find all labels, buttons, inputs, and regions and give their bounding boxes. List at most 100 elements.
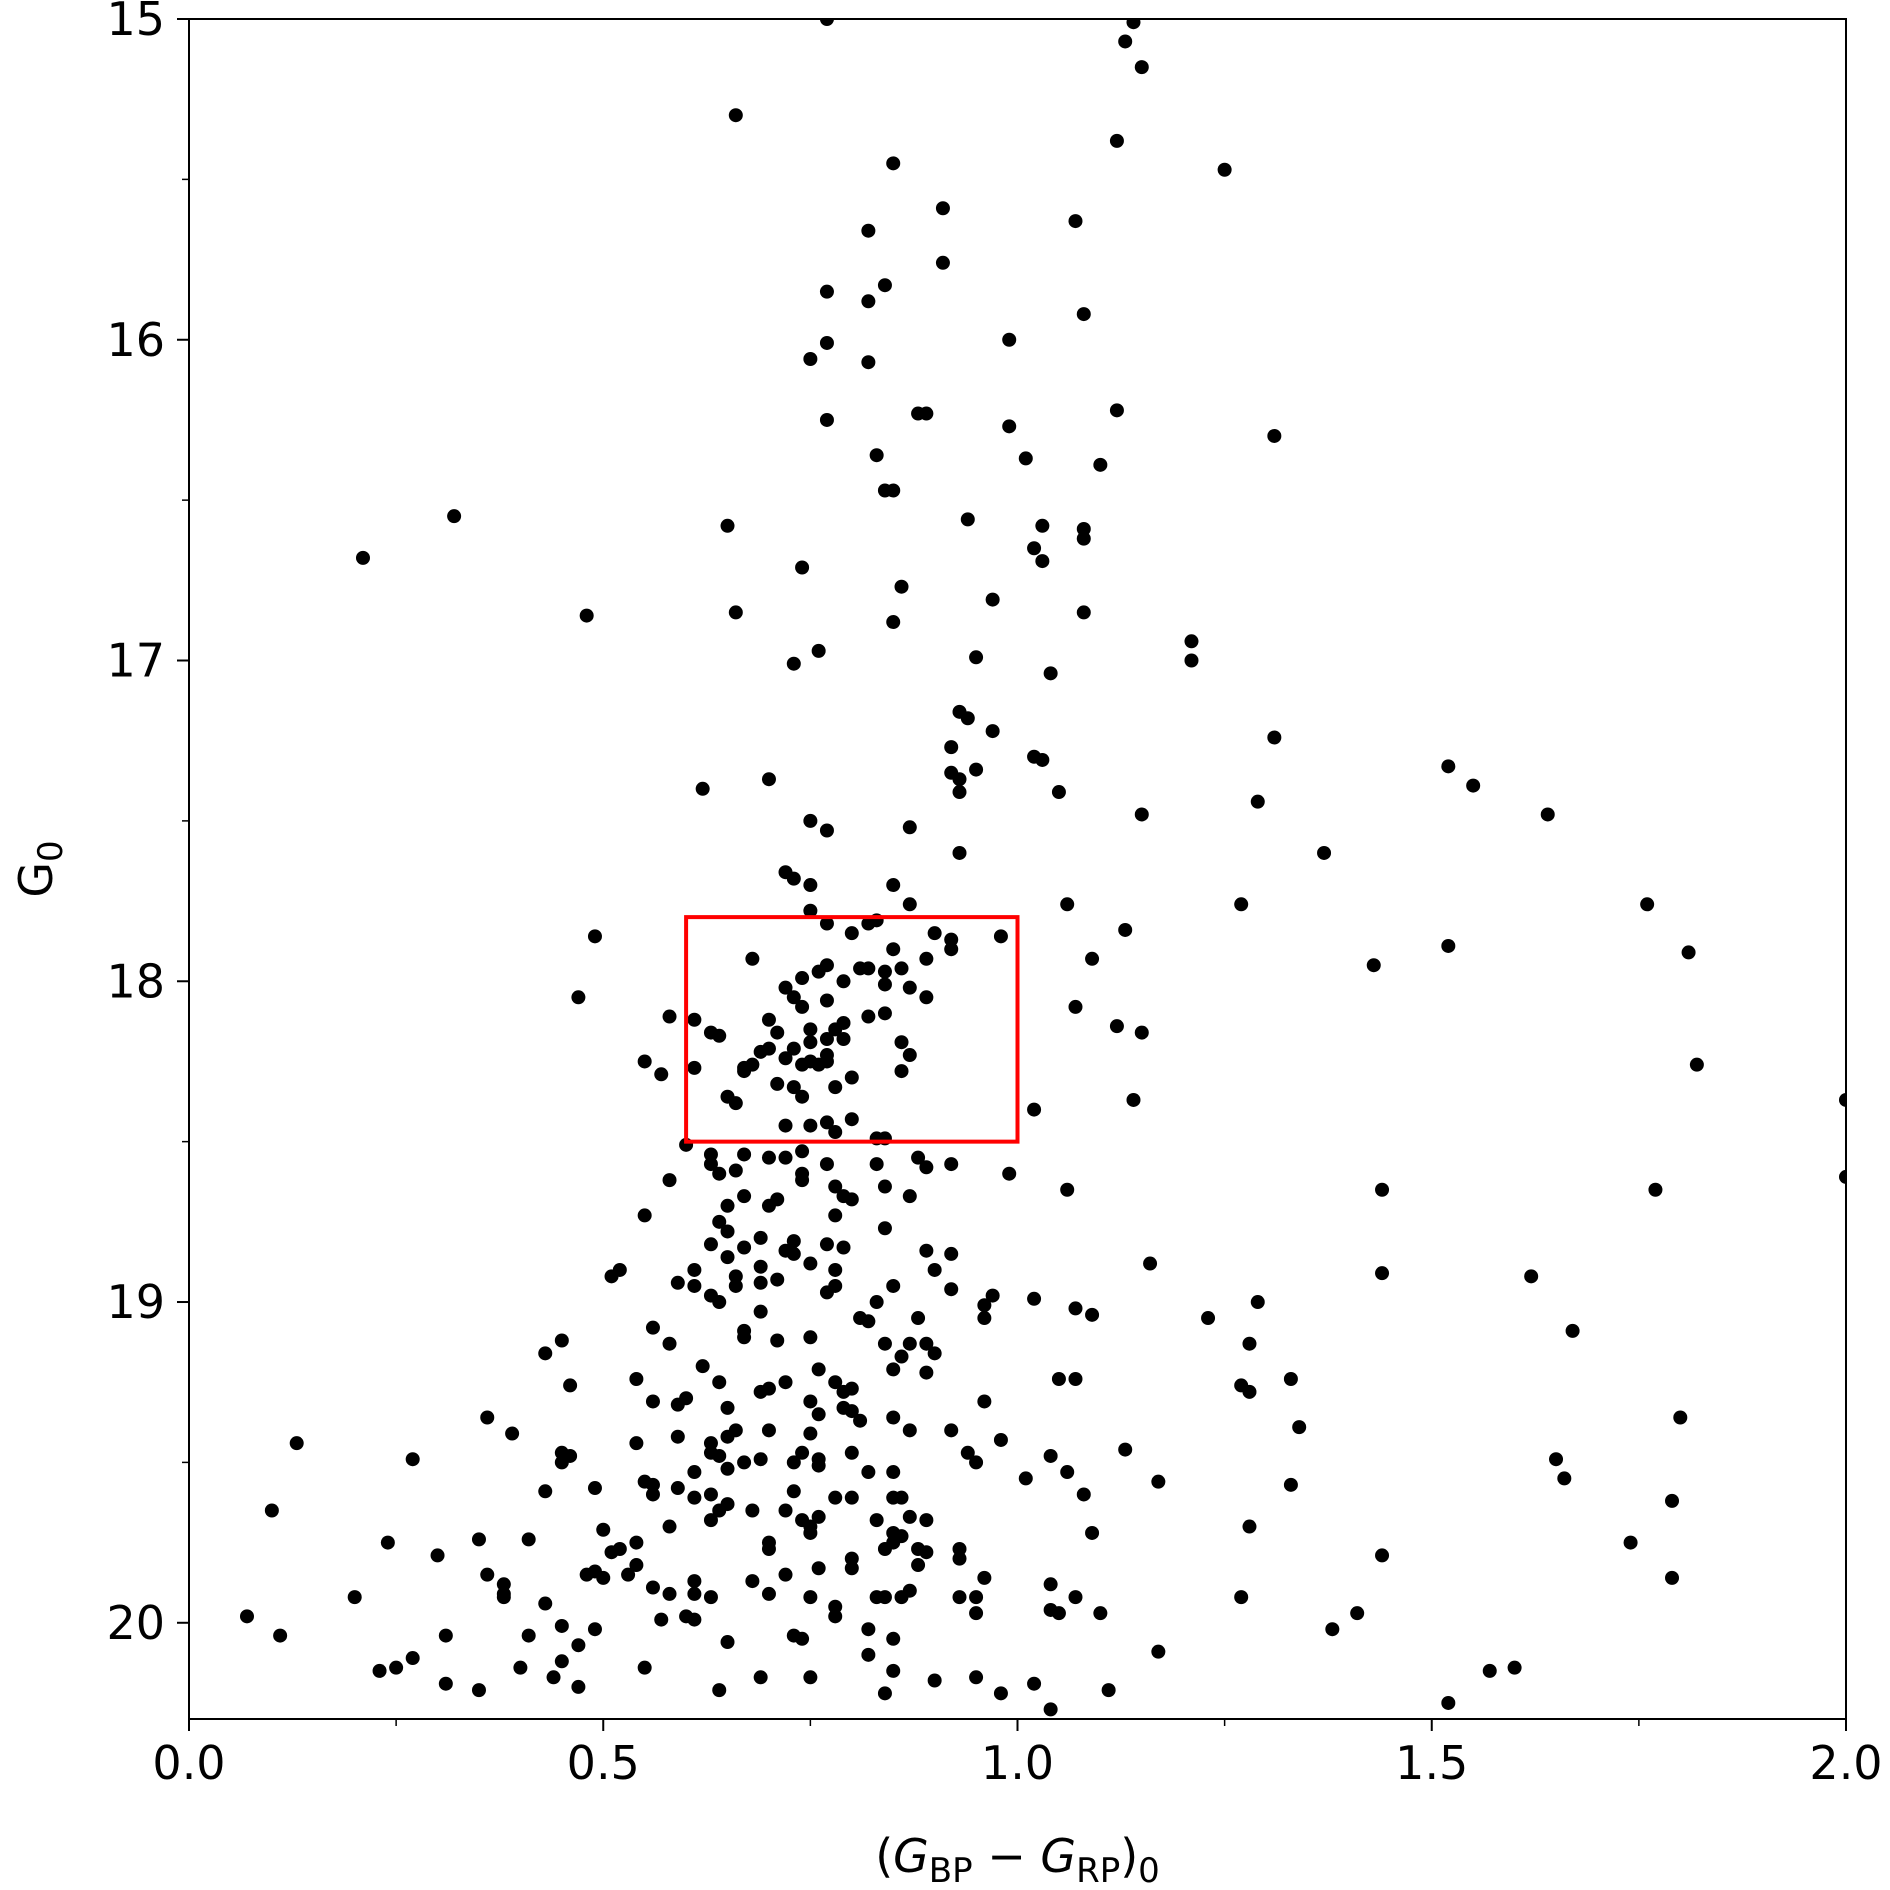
data-point (894, 1035, 909, 1050)
data-point (1151, 1474, 1166, 1489)
data-point (911, 1558, 926, 1573)
y-tick-label: 20 (106, 1596, 165, 1650)
data-point (828, 1179, 843, 1194)
data-point (786, 656, 801, 671)
data-point (894, 1590, 909, 1605)
data-point (1002, 332, 1017, 347)
data-point (770, 1076, 785, 1091)
data-point (828, 1490, 843, 1505)
data-point (902, 980, 917, 995)
data-point (811, 1057, 826, 1072)
data-point (786, 871, 801, 886)
data-point (1076, 531, 1091, 546)
data-point (1035, 554, 1050, 569)
data-point (753, 1259, 768, 1274)
data-point (447, 509, 462, 524)
data-point (1109, 133, 1124, 148)
data-point (811, 1362, 826, 1377)
data-point (1027, 1102, 1042, 1117)
data-point (637, 1660, 652, 1675)
data-point (819, 993, 834, 1008)
data-point (496, 1577, 511, 1592)
data-point (712, 1028, 727, 1043)
data-point (1109, 1019, 1124, 1034)
data-point (720, 1461, 735, 1476)
data-point (538, 1484, 553, 1499)
data-point (513, 1660, 528, 1675)
data-point (811, 1561, 826, 1576)
data-point (1375, 1548, 1390, 1563)
data-point (1184, 653, 1199, 668)
data-point (1317, 845, 1332, 860)
data-point (877, 1221, 892, 1236)
data-point (886, 1410, 901, 1425)
data-point (803, 352, 818, 366)
data-point (952, 1590, 967, 1605)
data-point (1375, 1266, 1390, 1281)
data-point (770, 1272, 785, 1287)
data-point (795, 1057, 810, 1072)
data-point (919, 1545, 934, 1560)
data-point (886, 1631, 901, 1646)
data-point (604, 1269, 619, 1284)
data-point (1118, 1442, 1133, 1457)
data-point (471, 1683, 486, 1698)
data-point (844, 1561, 859, 1576)
data-point (795, 1631, 810, 1646)
data-point (828, 1125, 843, 1140)
data-point (720, 1250, 735, 1265)
data-point (737, 1147, 752, 1162)
data-point (753, 1384, 768, 1399)
data-point (753, 1670, 768, 1685)
data-point (1134, 1025, 1149, 1040)
data-point (911, 406, 926, 421)
data-point (886, 878, 901, 893)
data-point (819, 823, 834, 838)
data-point (654, 1612, 669, 1627)
data-point (389, 1660, 404, 1675)
data-point (662, 1586, 677, 1601)
data-point (587, 1622, 602, 1637)
data-point (662, 1519, 677, 1534)
data-point (886, 1362, 901, 1377)
x-tick-label: 0.5 (567, 1736, 640, 1790)
data-point (902, 1048, 917, 1063)
data-point (844, 1112, 859, 1127)
x-axis-label-part: RP (1076, 1851, 1120, 1890)
data-point (1076, 605, 1091, 620)
data-point (239, 1609, 254, 1624)
data-point (587, 929, 602, 944)
data-point (819, 335, 834, 350)
data-point (886, 483, 901, 498)
data-point (554, 1455, 569, 1470)
data-point (969, 1606, 984, 1621)
data-point (803, 813, 818, 828)
data-point (1648, 1182, 1663, 1197)
data-point (993, 929, 1008, 944)
data-point (861, 223, 876, 238)
data-point (952, 1542, 967, 1556)
data-point (1043, 666, 1058, 681)
data-point (587, 1564, 602, 1579)
data-point (703, 1590, 718, 1605)
data-point (1441, 1695, 1456, 1710)
data-point (1681, 945, 1696, 960)
data-point (828, 1375, 843, 1390)
data-point (753, 1230, 768, 1245)
data-point (886, 615, 901, 630)
data-point (645, 1487, 660, 1502)
y-tick-label: 15 (106, 0, 165, 46)
x-axis-label-part: 0 (1138, 1851, 1160, 1890)
data-point (795, 971, 810, 986)
data-point (1035, 752, 1050, 767)
data-point (1018, 1471, 1033, 1486)
data-point (737, 1455, 752, 1470)
data-point (430, 1548, 445, 1563)
data-point (1441, 759, 1456, 774)
data-point (712, 1448, 727, 1463)
data-point (1002, 1166, 1017, 1181)
data-point (629, 1535, 644, 1550)
data-point (944, 740, 959, 755)
data-point (1350, 1606, 1365, 1621)
